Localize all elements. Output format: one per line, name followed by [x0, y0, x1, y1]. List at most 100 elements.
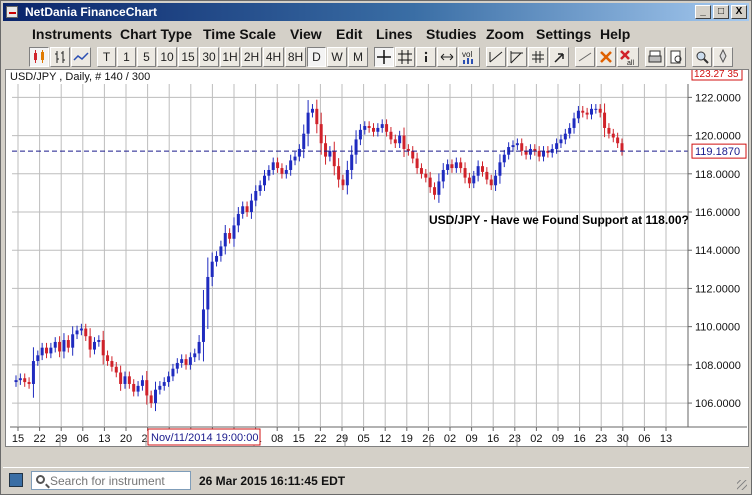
ohlc-bar-icon[interactable]: [50, 47, 70, 67]
candle-body: [114, 366, 118, 373]
timescale-1[interactable]: 1: [117, 47, 136, 67]
x-tick-label: 02: [530, 433, 542, 445]
grid-icon[interactable]: [395, 47, 415, 67]
timescale-30[interactable]: 30: [199, 47, 219, 67]
minimize-button[interactable]: _: [695, 5, 711, 19]
top-price-label: 123.27 35: [694, 70, 739, 80]
candle-body: [389, 131, 393, 140]
resize-grip-icon[interactable]: [737, 480, 747, 490]
candle-body: [446, 164, 450, 170]
info-icon[interactable]: [416, 47, 436, 67]
timescale-w[interactable]: W: [327, 47, 347, 67]
scroll-icon[interactable]: [437, 47, 457, 67]
chart-annotation: USD/JPY - Have we Found Support at 118.0…: [429, 213, 689, 227]
candle-body: [18, 378, 22, 381]
candle-body: [79, 328, 83, 331]
timescale-m[interactable]: M: [348, 47, 368, 67]
candle-body: [467, 177, 471, 184]
delete-all-icon[interactable]: all: [617, 47, 639, 67]
menu-edit[interactable]: Edit: [336, 26, 363, 42]
candle-body: [358, 129, 362, 140]
menu-chart-type[interactable]: Chart Type: [120, 26, 193, 42]
candle-body: [45, 347, 49, 354]
candle-body: [263, 175, 267, 186]
toolbar: T 1 5 10 15 30 1H 2H 4H 8H D W M vol: [3, 45, 749, 69]
chart-pane[interactable]: USD/JPY , Daily, # 140 / 300 122.0000 120…: [5, 69, 749, 447]
candle-body: [371, 127, 375, 132]
timescale-d[interactable]: D: [307, 47, 326, 67]
draw-line-icon[interactable]: [575, 47, 595, 67]
delete-icon[interactable]: [596, 47, 616, 67]
candlestick-icon[interactable]: [29, 47, 49, 67]
pin-icon[interactable]: [713, 47, 733, 67]
app-icon: [6, 6, 18, 18]
candle-body: [201, 309, 205, 342]
timescale-1h[interactable]: 1H: [220, 47, 240, 67]
candle-body: [607, 127, 611, 134]
candle-body: [428, 177, 432, 188]
candle-body: [249, 200, 253, 213]
timescale-t[interactable]: T: [97, 47, 116, 67]
x-tick-label: 26: [422, 433, 434, 445]
timescale-8h[interactable]: 8H: [285, 47, 306, 67]
search-input[interactable]: [50, 472, 186, 489]
candle-body: [132, 383, 136, 392]
y-tick-label: 120.0000: [695, 131, 741, 143]
trend-line-icon[interactable]: [486, 47, 506, 67]
x-tick-label: 30: [617, 433, 629, 445]
volume-icon[interactable]: vol: [458, 47, 480, 67]
candle-body: [97, 340, 101, 342]
candle-body: [280, 168, 284, 174]
print-icon[interactable]: [645, 47, 665, 67]
x-tick-label: 29: [336, 433, 348, 445]
maximize-button[interactable]: □: [713, 5, 729, 19]
crosshair-icon[interactable]: [374, 47, 394, 67]
x-tick-label: 06: [77, 433, 89, 445]
candle-body: [498, 162, 502, 176]
y-tick-label: 116.0000: [695, 207, 740, 219]
menu-bar: Instruments Chart Type Time Scale View E…: [3, 23, 749, 45]
menu-time-scale[interactable]: Time Scale: [203, 26, 276, 42]
y-tick-label: 114.0000: [695, 245, 740, 257]
candle-body: [459, 162, 463, 169]
menu-zoom[interactable]: Zoom: [486, 26, 525, 42]
x-tick-label: 13: [660, 433, 672, 445]
timescale-2h[interactable]: 2H: [241, 47, 262, 67]
menu-lines[interactable]: Lines: [376, 26, 413, 42]
timescale-10[interactable]: 10: [157, 47, 177, 67]
menu-view[interactable]: View: [290, 26, 322, 42]
candle-body: [158, 385, 162, 390]
candle-body: [210, 261, 214, 277]
x-tick-label: 16: [487, 433, 499, 445]
menu-instruments[interactable]: Instruments: [32, 26, 113, 42]
title-bar[interactable]: NetDania FinanceChart _ □ X: [3, 3, 749, 21]
menu-help[interactable]: Help: [600, 26, 631, 42]
parallel-lines-icon[interactable]: [528, 47, 548, 67]
candle-body: [184, 359, 188, 365]
candle-body: [406, 148, 410, 151]
menu-studies[interactable]: Studies: [426, 26, 477, 42]
timescale-5[interactable]: 5: [137, 47, 156, 67]
candle-body: [393, 139, 397, 144]
candle-body: [258, 185, 262, 191]
instrument-icon[interactable]: [9, 473, 23, 487]
x-tick-label: 13: [98, 433, 110, 445]
candle-body: [101, 340, 105, 356]
close-button[interactable]: X: [731, 5, 747, 19]
candle-body: [345, 169, 349, 186]
price-chart[interactable]: USD/JPY , Daily, # 140 / 300 122.0000120…: [6, 70, 748, 446]
candle-body: [568, 127, 572, 134]
menu-settings[interactable]: Settings: [536, 26, 592, 42]
search-box[interactable]: [31, 471, 191, 490]
candle-body: [197, 341, 201, 354]
zoom-icon[interactable]: [692, 47, 712, 67]
candle-body: [398, 135, 402, 144]
candle-body: [310, 108, 314, 113]
line-chart-icon[interactable]: [71, 47, 91, 67]
fib-icon[interactable]: [507, 47, 527, 67]
timescale-15[interactable]: 15: [178, 47, 198, 67]
preview-icon[interactable]: [666, 47, 686, 67]
candle-body: [376, 127, 380, 132]
timescale-4h[interactable]: 4H: [263, 47, 284, 67]
arrow-cursor-icon[interactable]: [549, 47, 569, 67]
